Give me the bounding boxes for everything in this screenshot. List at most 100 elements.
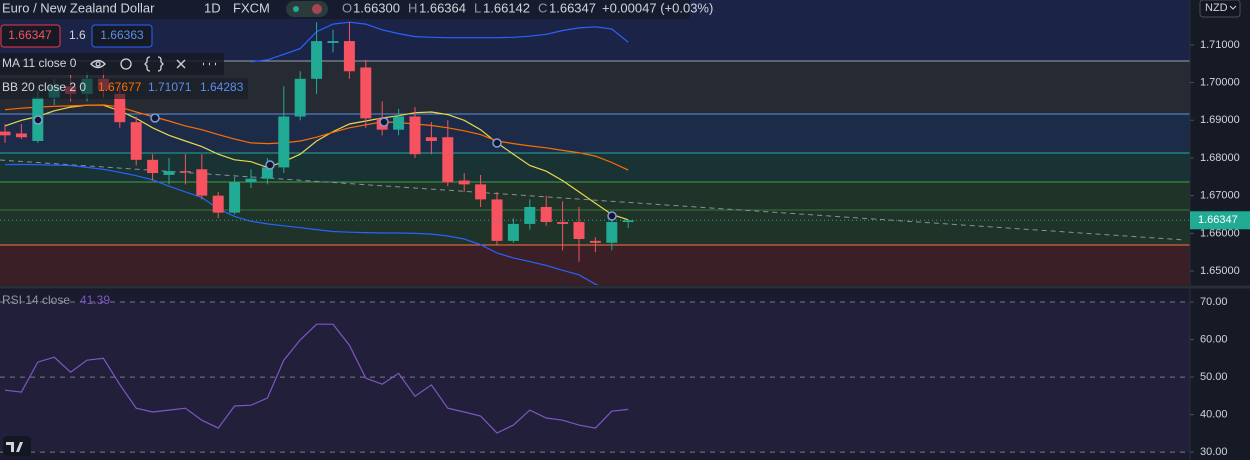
candle-body <box>393 116 405 130</box>
marker <box>492 138 502 148</box>
candle-body <box>212 195 224 213</box>
candle-body <box>278 116 290 168</box>
candle-body <box>622 220 634 223</box>
source-icon[interactable] <box>144 56 164 72</box>
legend-bg <box>0 78 248 99</box>
rsi-pane <box>0 290 1190 460</box>
candle-body <box>114 93 126 123</box>
marker <box>33 115 43 125</box>
candle-body <box>507 223 519 241</box>
marker <box>150 113 160 123</box>
indicator-line <box>250 21 629 63</box>
y-tick-label: 1.66000 <box>1200 227 1240 239</box>
candle-body <box>540 206 552 223</box>
candle-body <box>360 67 372 119</box>
candle-body <box>442 137 454 183</box>
marker <box>265 160 275 170</box>
ma-legend: MA 11 close 0 <box>2 56 77 70</box>
y-tick-label: 1.69000 <box>1200 114 1240 126</box>
candle-body <box>557 222 569 224</box>
eye-icon[interactable] <box>90 59 106 69</box>
symbol: Euro / New Zealand Dollar <box>2 0 155 15</box>
buy-price: 1.66363 <box>100 28 144 42</box>
ohlc-value: 1.66300 <box>353 0 400 15</box>
candle-body <box>163 171 175 175</box>
legend-icons <box>90 56 216 72</box>
zone <box>0 153 1190 182</box>
y-tick-label: 1.68000 <box>1200 152 1240 164</box>
signal-markers <box>33 113 617 221</box>
candle-body <box>0 131 11 136</box>
interval: 1D <box>204 0 221 15</box>
y-tick-label: 1.65000 <box>1200 265 1240 277</box>
candle-body <box>179 171 191 173</box>
candle-body <box>15 133 27 138</box>
bb-legend: BB 20 close 2 0 <box>2 80 86 94</box>
y-tick-label: 60.00 <box>1200 333 1228 345</box>
y-tick-label: 1.67000 <box>1200 190 1240 202</box>
candle-body <box>130 122 142 160</box>
rsi-line <box>4 323 629 434</box>
y-tick-label: 40.00 <box>1200 408 1228 420</box>
buy-button[interactable] <box>91 24 153 48</box>
remove-icon[interactable] <box>176 59 186 69</box>
logo <box>3 436 31 456</box>
price-tag <box>1190 211 1250 230</box>
settings-icon[interactable] <box>120 58 132 70</box>
candle-body <box>524 206 536 224</box>
candle-body <box>409 116 421 155</box>
candle-body <box>343 41 355 72</box>
y-tick-label: 1.70000 <box>1200 76 1240 88</box>
dropdown-icon <box>1229 5 1237 10</box>
y-tick-label: 50.00 <box>1200 371 1228 383</box>
y-tick-label: 70.00 <box>1200 296 1228 308</box>
candle-body <box>425 137 437 141</box>
status-dot <box>293 6 299 12</box>
plot: 1.65000 1.66000 1.67000 1.68000 1.69000 1.700… <box>0 21 1240 458</box>
source: FXCM <box>233 0 270 15</box>
candle-body <box>147 159 159 174</box>
rsi-plot <box>0 301 1190 453</box>
candle-body <box>606 222 618 243</box>
ohlc-label: O <box>342 0 352 15</box>
currency: NZD <box>1205 2 1228 14</box>
ohlc-value: 1.66142 <box>483 0 530 15</box>
indicator-line <box>4 104 629 221</box>
candle-body <box>294 78 306 117</box>
marker <box>379 117 389 127</box>
candle-body <box>573 222 585 240</box>
legend-bg <box>0 53 224 75</box>
price-tag-label: 1.66347 <box>1198 214 1238 226</box>
candle-body <box>475 184 487 200</box>
candle-body <box>229 182 241 213</box>
bb-value: 1.64283 <box>200 80 244 94</box>
ohlc-value: 1.66347 <box>549 0 596 15</box>
rsi-value: 41.39 <box>80 293 110 307</box>
header-bg <box>0 0 690 19</box>
zone <box>0 182 1190 245</box>
zone <box>0 114 1190 153</box>
y-tick-label: 1.71000 <box>1200 39 1240 51</box>
status-dot <box>312 4 322 14</box>
ohlc-label: C <box>538 0 547 15</box>
ohlc-value: 1.66364 <box>419 0 466 15</box>
candle-body <box>589 240 601 243</box>
candle-body <box>261 167 273 179</box>
sell-button[interactable] <box>0 24 61 48</box>
rsi-legend: RSI 14 close <box>2 293 70 307</box>
candle-body <box>327 41 339 43</box>
sell-price: 1.66347 <box>8 28 52 42</box>
y-tick-label: 30.00 <box>1200 446 1228 458</box>
ohlc-label: H <box>408 0 417 15</box>
change: +0.00047 (+0.03%) <box>602 0 713 15</box>
bb-value: 1.67677 <box>98 80 142 94</box>
candle-body <box>196 169 208 196</box>
indicator-line <box>4 163 600 285</box>
candle-body <box>311 41 323 79</box>
currency-button[interactable] <box>1199 0 1241 18</box>
price-tag-group: 1.66347 <box>1190 211 1250 230</box>
